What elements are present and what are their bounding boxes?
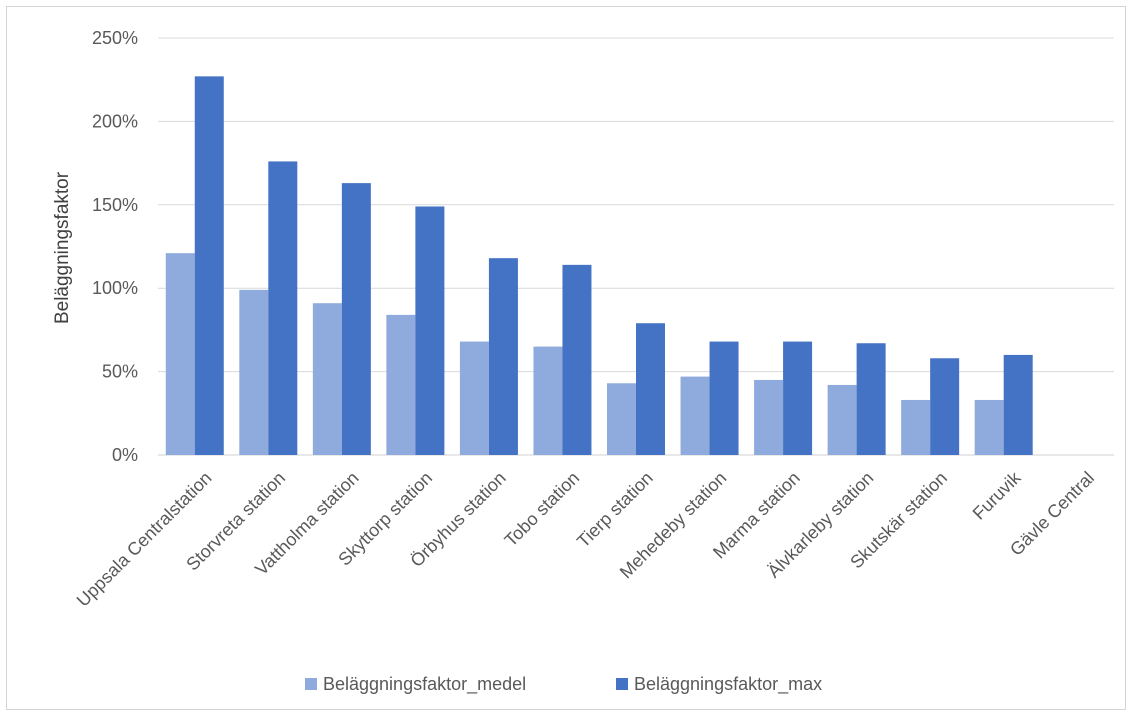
y-tick-label: 50% [102,362,138,382]
bar-Beläggningsfaktor_medel [533,346,563,455]
bar-Beläggningsfaktor_medel [312,303,342,455]
bar-Beläggningsfaktor_medel [680,376,710,455]
bar-Beläggningsfaktor_max [856,343,886,455]
y-tick-label: 250% [92,28,138,48]
x-tick-label: Tobo station [501,468,584,551]
legend-label: Beläggningsfaktor_medel [323,674,526,695]
x-tick-label: Uppsala Centralstation [73,468,216,611]
bar-Beläggningsfaktor_max [268,161,298,455]
y-tick-label: 0% [112,445,138,465]
y-tick-label: 150% [92,195,138,215]
legend-label: Beläggningsfaktor_max [634,674,822,695]
bar-Beläggningsfaktor_medel [607,383,636,455]
bar-Beläggningsfaktor_max [415,206,445,455]
bar-Beläggningsfaktor_max [709,341,739,455]
bar-Beläggningsfaktor_medel [754,379,784,455]
bar-Beläggningsfaktor_max [341,183,371,455]
chart-frame [6,6,1126,710]
y-tick-label: 200% [92,111,138,131]
bar-Beläggningsfaktor_medel [386,314,416,455]
bar-Beläggningsfaktor_max [562,264,592,455]
legend-swatch [305,678,317,690]
x-tick-label: Furuvik [969,467,1026,524]
y-tick-label: 100% [92,278,138,298]
legend-swatch [616,678,628,690]
bar-Beläggningsfaktor_max [783,341,813,455]
y-axis-label: Beläggningsfaktor [52,171,73,324]
bar-Beläggningsfaktor_max [930,358,960,455]
bar-Beläggningsfaktor_max [1003,354,1033,455]
bar-Beläggningsfaktor_medel [827,384,857,455]
bar-Beläggningsfaktor_medel [459,341,489,455]
bar-Beläggningsfaktor_max [488,258,518,455]
bars [165,76,1033,455]
bar-Beläggningsfaktor_medel [974,399,1004,455]
bar-Beläggningsfaktor_medel [165,253,195,455]
bar-Beläggningsfaktor_max [636,323,665,455]
y-axis-ticks: 0% 50% 100% 150% 200% 250% [92,28,138,465]
legend: Beläggningsfaktor_medel Beläggningsfaktor… [305,674,822,695]
bar-Beläggningsfaktor_medel [239,289,269,455]
bar-Beläggningsfaktor_medel [901,399,931,455]
bar-Beläggningsfaktor_max [194,76,224,455]
